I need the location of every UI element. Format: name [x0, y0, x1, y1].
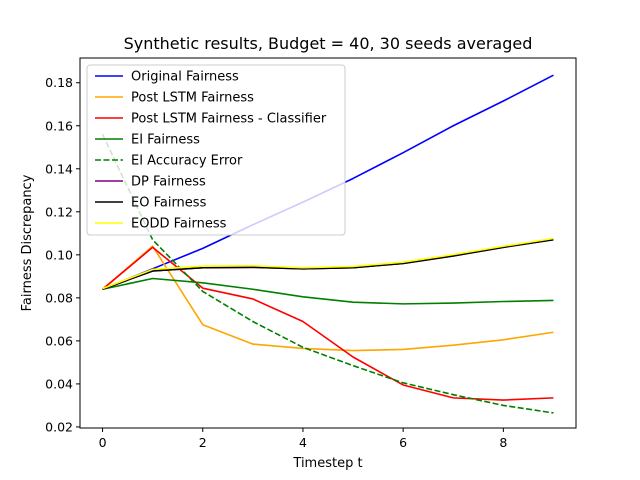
y-tick-label-4: 0.10 [45, 247, 73, 262]
legend-label-3: EI Fairness [131, 133, 200, 148]
y-axis: 0.02 0.04 0.06 0.08 0.10 0.12 0.14 0.16 0.18 [45, 75, 80, 434]
x-tick-label-2: 4 [299, 435, 307, 450]
y-tick-label-3: 0.08 [45, 290, 73, 305]
x-tick-label-0: 0 [99, 435, 107, 450]
y-tick-label-7: 0.16 [45, 118, 73, 133]
series-line-4 [101, 134, 554, 414]
y-tick-label-1: 0.04 [45, 376, 73, 391]
x-axis: 0 2 4 6 8 [99, 428, 507, 450]
series-line-3 [102, 277, 554, 305]
x-tick-label-3: 6 [399, 435, 407, 450]
y-tick-label-6: 0.14 [45, 161, 73, 176]
x-tick-label-1: 2 [199, 435, 207, 450]
legend-label-6: EO Fairness [131, 196, 207, 211]
legend-label-5: DP Fairness [131, 175, 206, 190]
y-tick-label-2: 0.06 [45, 333, 73, 348]
plot-area [101, 74, 554, 414]
y-axis-label: Fairness Discrepancy [20, 174, 35, 311]
series-line-1 [102, 245, 554, 352]
y-tick-label-0: 0.02 [45, 419, 73, 434]
y-tick-label-8: 0.18 [45, 75, 73, 90]
legend-label-1: Post LSTM Fairness [131, 91, 254, 106]
legend-box [86, 64, 346, 236]
series-line-6 [102, 238, 554, 291]
legend: Original Fairness Post LSTM Fairness Post … [86, 64, 346, 236]
legend-label-0: Original Fairness [131, 70, 239, 85]
series-line-7 [102, 237, 554, 290]
axes-frame [79, 57, 577, 429]
x-axis-label: Timestep t [292, 456, 362, 471]
legend-label-7: EODD Fairness [131, 217, 227, 232]
y-tick-label-5: 0.12 [45, 204, 73, 219]
x-tick-label-4: 8 [499, 435, 507, 450]
chart-title: Synthetic results, Budget = 40, 30 seeds… [124, 34, 533, 53]
legend-label-2: Post LSTM Fairness - Classifier [131, 112, 327, 127]
legend-label-4: EI Accuracy Error [131, 154, 243, 169]
